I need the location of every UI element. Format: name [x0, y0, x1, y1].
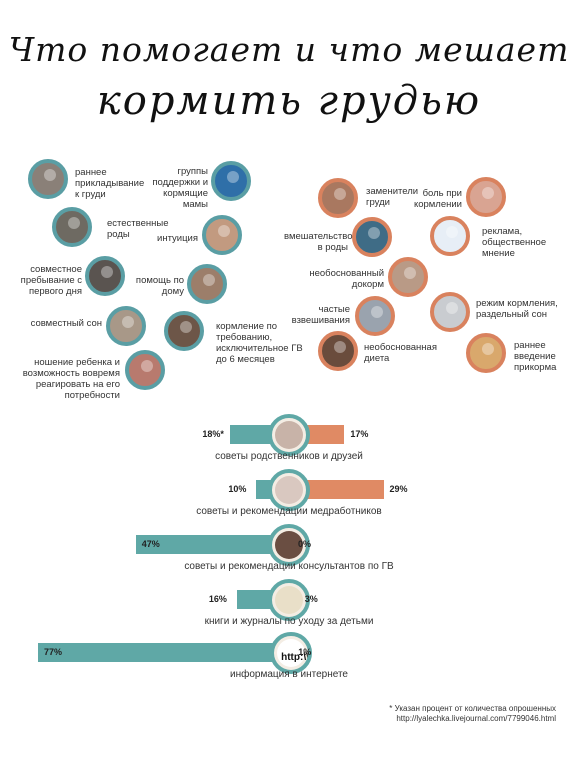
hinder-label-substitutes: заменители груди	[366, 186, 419, 208]
bottle-photo-icon	[318, 178, 358, 218]
grandmother-photo-icon	[268, 414, 310, 456]
title-line-2: кормить грудью	[96, 78, 482, 124]
footnote: * Указан процент от количества опрошенны…	[389, 704, 556, 713]
category-label-4: информация в интернете	[230, 669, 348, 680]
help-label-housework-help: помощь по дому	[135, 275, 184, 297]
feeding-photo-icon	[164, 311, 204, 351]
pain-photo-icon	[466, 177, 506, 217]
bread-photo-icon	[318, 331, 358, 371]
help-label-on-demand: кормление по требованию, исключительное …	[216, 321, 303, 365]
mother-photo-icon	[202, 215, 242, 255]
hinder-label-supplementing: необоснованный докорм	[309, 268, 384, 290]
bar-left-value-0: 18%*	[202, 429, 224, 439]
http-label: http:\\	[281, 651, 309, 663]
mother-baby-logo-icon	[211, 161, 251, 201]
help-label-intuition: интуиция	[157, 233, 198, 244]
category-label-0: советы родственников и друзей	[215, 451, 363, 462]
bar-right-value-2: 0%	[298, 539, 312, 549]
hospital-photo-icon	[352, 217, 392, 257]
bar-right-value-3: 3%	[304, 594, 318, 604]
help-label-rooming-in: совместное пребывание с первого дня	[20, 264, 82, 297]
category-label-3: книги и журналы по уходу за детьми	[204, 616, 374, 627]
hinder-label-early-solids: раннее введение прикорма	[514, 340, 557, 373]
consultant-photo-icon	[268, 524, 310, 566]
birth-photo-icon	[52, 207, 92, 247]
scale-photo-icon	[355, 296, 395, 336]
sleep-photo-icon	[106, 306, 146, 346]
http-icon: http:\\	[270, 632, 312, 674]
title-line-1: Что помогает и что мешает	[8, 30, 570, 69]
sling-photo-icon	[125, 350, 165, 390]
hinder-label-birth-intervention: вмешательство в роды	[284, 231, 353, 253]
bar-left-4	[37, 643, 289, 662]
help-label-early-latch: раннее прикладывание к груди	[75, 167, 145, 200]
hinder-label-advertising: реклама, общественное мнение	[482, 226, 547, 259]
bar-left-value-4: 77%	[43, 647, 62, 657]
bar-left-value-1: 10%	[228, 484, 247, 494]
hinder-label-pain: боль при кормлении	[413, 188, 462, 210]
book-icon	[268, 579, 310, 621]
bar-right-1	[289, 480, 384, 499]
family-photo-icon	[187, 264, 227, 304]
source-url: http://lyalechka.livejournal.com/7799046…	[396, 714, 556, 723]
help-label-natural-birth: естественные роды	[107, 218, 169, 240]
help-label-cosleeping: совместный сон	[30, 318, 102, 329]
category-label-2: советы и рекомендации консультантов по Г…	[184, 561, 394, 572]
category-label-1: советы и рекомендации медработников	[196, 506, 382, 517]
hinder-label-schedule: режим кормления, раздельный сон	[476, 298, 558, 320]
bar-right-value-1: 29%	[389, 484, 408, 494]
help-label-support-groups: группы поддержки и кормящие мамы	[152, 166, 208, 210]
bar-right-value-0: 17%	[350, 429, 369, 439]
doctor-photo-icon	[268, 469, 310, 511]
bar-left-2	[135, 535, 289, 554]
bar-right-value-4: 1%	[298, 647, 312, 657]
crib-photo-icon	[430, 292, 470, 332]
supplement-photo-icon	[388, 257, 428, 297]
formula-ad-icon	[430, 216, 470, 256]
spoon-photo-icon	[466, 333, 506, 373]
baby-photo-icon	[28, 159, 68, 199]
help-label-babywearing: ношение ребенка и возможность вовремя ре…	[22, 357, 120, 401]
hinder-label-weighing: частые взвешивания	[291, 304, 350, 326]
hinder-label-diet: необоснованная диета	[364, 342, 437, 364]
bar-left-value-2: 47%	[141, 539, 160, 549]
cosleep-photo-icon	[85, 256, 125, 296]
bar-left-value-3: 16%	[208, 594, 227, 604]
